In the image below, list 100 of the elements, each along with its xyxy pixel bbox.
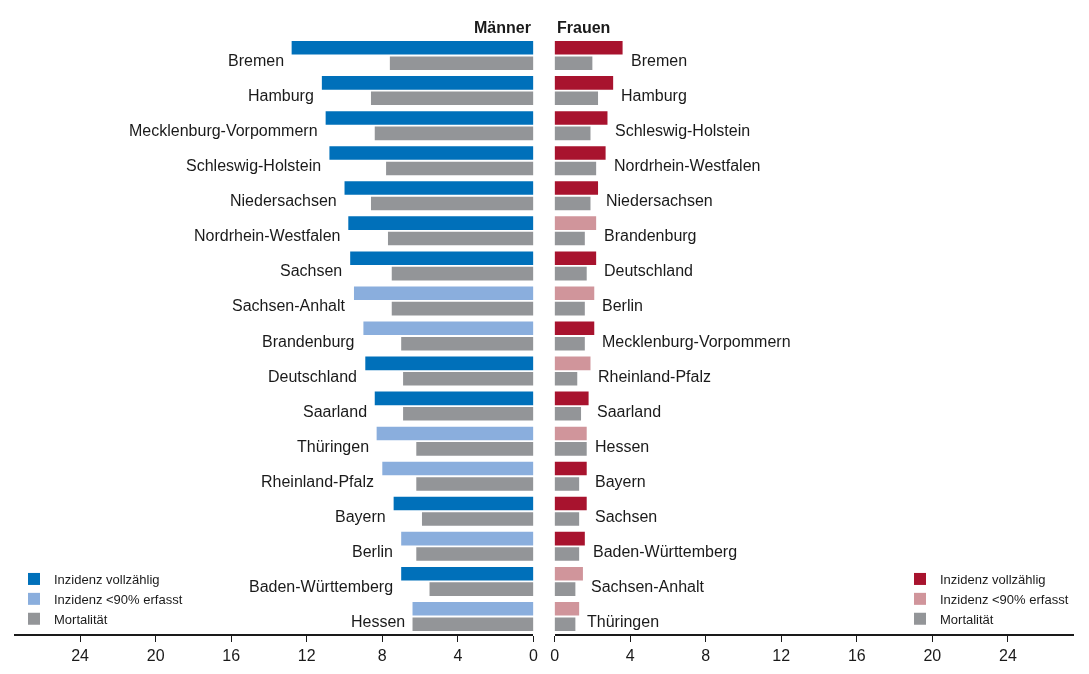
bar	[554, 196, 591, 211]
bar	[554, 181, 599, 195]
y-tick-label: Brandenburg	[604, 227, 697, 244]
bar	[393, 496, 534, 511]
y-tick-label: Sachsen-Anhalt	[232, 297, 346, 314]
bar	[401, 531, 534, 546]
y-tick-label: Berlin	[352, 543, 393, 560]
bar	[554, 531, 585, 546]
bar	[386, 161, 534, 176]
x-tick-label: 24	[998, 646, 1017, 664]
x-tick-label: 12	[297, 646, 316, 664]
bar	[554, 391, 589, 406]
legend-label: Mortalität	[54, 611, 108, 627]
y-tick-label: Bremen	[631, 52, 688, 69]
bar	[401, 566, 534, 581]
y-tick-label: Schleswig-Holstein	[615, 122, 751, 139]
x-tick-label: 8	[377, 646, 387, 664]
bar	[387, 231, 534, 246]
bar	[554, 601, 580, 616]
y-tick-label: Mecklenburg-Vorpommern	[129, 122, 318, 139]
y-tick-label: Saarland	[597, 403, 662, 420]
y-tick-label: Sachsen-Anhalt	[591, 578, 705, 595]
bar	[374, 391, 534, 406]
bar	[554, 266, 587, 281]
bar	[554, 336, 585, 351]
bar	[554, 56, 593, 71]
y-tick-label: Rheinland-Pfalz	[598, 368, 711, 385]
bar	[554, 582, 576, 596]
bar	[554, 371, 578, 386]
bar	[554, 146, 606, 160]
bar	[554, 111, 608, 125]
bar	[374, 126, 534, 141]
y-tick-label: Deutschland	[268, 368, 357, 385]
bar	[363, 321, 534, 336]
bar	[370, 196, 534, 211]
y-tick-label: Thüringen	[297, 438, 370, 455]
x-tick-label: 8	[701, 646, 711, 664]
bar	[350, 251, 534, 265]
bar	[554, 407, 582, 421]
y-tick-label: Nordrhein-Westfalen	[614, 157, 761, 174]
bar	[401, 336, 534, 351]
y-tick-label: Schleswig-Holstein	[186, 157, 322, 174]
x-tick-label: 20	[923, 646, 942, 664]
y-tick-label: Niedersachsen	[606, 192, 713, 209]
y-tick-label: Bayern	[335, 508, 386, 525]
y-tick-label: Niedersachsen	[230, 192, 337, 209]
bar	[403, 371, 534, 386]
bar	[554, 477, 580, 491]
chart-title: Männer	[474, 19, 531, 36]
bar	[321, 76, 534, 90]
bar	[554, 126, 591, 141]
bar	[554, 512, 580, 526]
bar	[403, 407, 534, 421]
x-tick-label: 0	[550, 646, 560, 664]
bar	[554, 617, 576, 631]
bar	[429, 582, 534, 596]
bar	[329, 146, 534, 160]
legend-label: Inzidenz <90% erfasst	[54, 591, 183, 607]
x-tick-label: 4	[453, 646, 463, 664]
bar	[554, 321, 595, 336]
legend-label: Inzidenz vollzählig	[54, 572, 160, 588]
bar	[554, 41, 623, 55]
bar	[391, 266, 534, 281]
bar	[554, 286, 595, 301]
x-tick-label: 16	[222, 646, 241, 664]
bar	[353, 286, 534, 301]
y-tick-label: Thüringen	[587, 613, 660, 630]
x-tick-label: 4	[625, 646, 635, 664]
bar	[554, 91, 599, 106]
y-tick-label: Hamburg	[621, 87, 687, 104]
bar	[554, 161, 597, 176]
bar	[416, 477, 534, 491]
legend-label: Inzidenz <90% erfasst	[940, 591, 1069, 607]
y-tick-label: Nordrhein-Westfalen	[194, 227, 341, 244]
y-tick-label: Baden-Württemberg	[593, 543, 738, 560]
x-tick-label: 0	[528, 646, 538, 664]
bar	[416, 442, 534, 456]
y-tick-label: Rheinland-Pfalz	[261, 473, 374, 490]
bar	[554, 442, 587, 456]
bar	[554, 547, 580, 561]
y-tick-label: Berlin	[602, 297, 643, 314]
bar	[554, 231, 585, 246]
bar	[554, 566, 583, 581]
bar	[344, 181, 534, 195]
y-tick-label: Sachsen	[595, 508, 658, 525]
bar	[291, 41, 534, 55]
x-tick-label: 12	[772, 646, 791, 664]
bar	[370, 91, 534, 106]
y-tick-label: Bayern	[595, 473, 646, 490]
bar	[389, 56, 534, 71]
bar	[554, 356, 591, 371]
y-tick-label: Bremen	[228, 52, 285, 69]
bar	[554, 496, 587, 511]
bar	[554, 461, 587, 476]
bar	[412, 617, 534, 631]
y-tick-label: Sachsen	[280, 262, 343, 279]
bar	[421, 512, 534, 526]
bar	[325, 111, 534, 125]
legend-label: Mortalität	[940, 611, 994, 627]
x-tick-label: 20	[146, 646, 165, 664]
